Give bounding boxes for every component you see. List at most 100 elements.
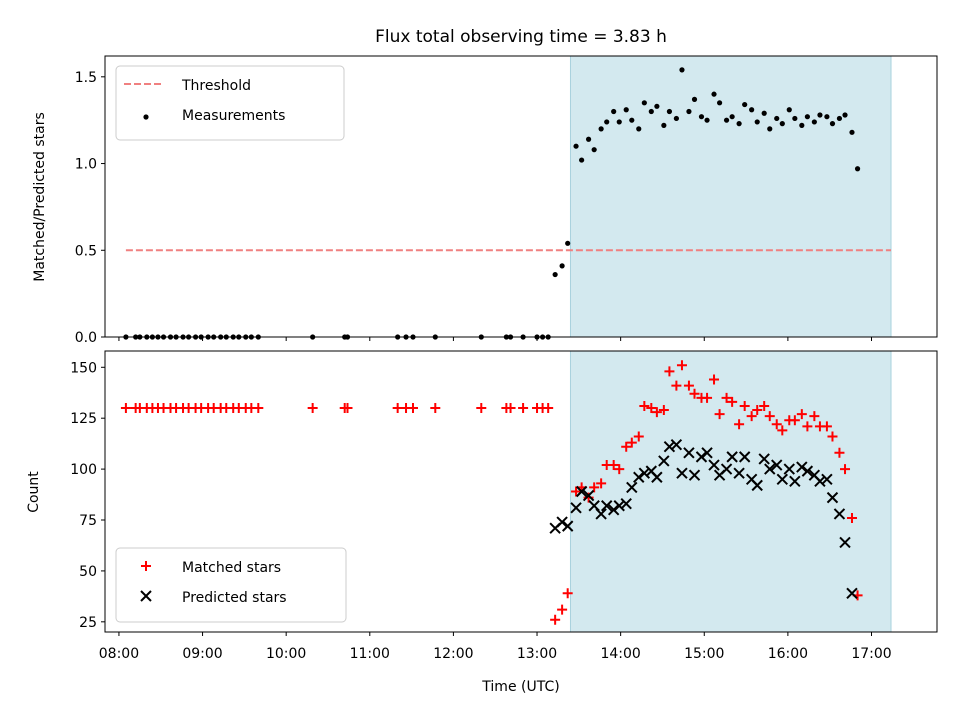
data-point: [709, 374, 720, 385]
data-point: [633, 431, 644, 442]
data-point: [711, 91, 717, 97]
data-point: [518, 403, 529, 414]
data-point: [729, 114, 735, 120]
data-point: [683, 447, 695, 459]
data-point: [726, 451, 738, 463]
data-point: [804, 114, 810, 120]
data-point: [607, 504, 620, 516]
legend-swatch: [143, 114, 149, 120]
data-point: [407, 403, 418, 414]
data-point: [430, 403, 441, 414]
data-point: [720, 463, 733, 475]
plot-frame: [104, 350, 938, 633]
data-point: [698, 114, 705, 120]
legend-box: [115, 547, 347, 623]
data-point: [738, 451, 751, 463]
data-point: [840, 464, 851, 475]
x-tick-label: 15:00: [684, 646, 724, 662]
data-point: [802, 421, 813, 432]
data-point: [771, 419, 782, 430]
data-point: [658, 405, 669, 416]
data-point: [342, 403, 353, 414]
data-point: [565, 240, 571, 246]
data-point: [695, 451, 708, 463]
data-point: [689, 388, 700, 399]
data-point: [636, 126, 642, 132]
data-point: [663, 440, 676, 453]
data-point: [608, 460, 619, 471]
data-point: [821, 473, 833, 485]
data-point: [824, 114, 830, 120]
x-tick-label: 10:00: [266, 646, 306, 662]
data-point: [676, 467, 688, 479]
legend-label: Threshold: [181, 78, 251, 94]
y-tick-label: 25: [79, 615, 97, 631]
x-tick-label: 13:00: [517, 646, 557, 662]
data-point: [666, 108, 673, 115]
data-point: [734, 419, 745, 430]
data-point: [392, 403, 403, 414]
data-point: [476, 403, 487, 414]
data-point: [585, 136, 592, 142]
data-point: [616, 119, 622, 125]
data-point: [749, 107, 755, 113]
data-point: [601, 500, 613, 512]
data-point: [670, 438, 683, 451]
data-point: [623, 107, 629, 113]
data-point: [559, 263, 565, 269]
data-point: [556, 516, 568, 528]
data-point: [739, 400, 750, 411]
data-point: [570, 502, 582, 514]
plot-frame: [104, 55, 938, 338]
data-point: [777, 425, 788, 436]
data-point: [827, 431, 838, 442]
data-point: [846, 512, 857, 523]
data-point: [733, 467, 745, 479]
data-point: [641, 100, 647, 106]
x-tick-label: 09:00: [182, 646, 222, 662]
data-point: [801, 465, 814, 477]
data-point: [776, 473, 789, 485]
data-point: [829, 121, 836, 127]
data-point: [796, 409, 807, 420]
y-tick-label: 50: [79, 564, 97, 580]
data-point: [754, 119, 760, 125]
data-point: [752, 405, 763, 416]
y-tick-label: 1.5: [75, 70, 97, 86]
data-point: [708, 459, 720, 471]
data-point: [550, 614, 561, 625]
legend-label: Matched stars: [182, 560, 281, 576]
x-tick-label: 08:00: [99, 646, 139, 662]
data-point: [307, 403, 318, 414]
data-point: [613, 500, 625, 512]
data-point: [814, 475, 826, 488]
data-point: [721, 392, 732, 403]
data-point: [646, 403, 657, 414]
y-tick-label: 75: [79, 513, 97, 529]
data-point: [673, 115, 679, 122]
data-point: [651, 471, 663, 483]
data-point: [651, 407, 662, 418]
data-point: [505, 403, 516, 414]
data-point: [701, 447, 713, 459]
data-point: [676, 360, 687, 371]
data-point: [842, 112, 848, 118]
legend: Threshold Measurements: [115, 65, 345, 141]
data-point: [561, 520, 574, 532]
legend-box: [115, 65, 345, 141]
data-point: [736, 121, 742, 127]
data-point: [846, 587, 858, 600]
data-point: [786, 107, 792, 113]
data-point: [811, 119, 817, 125]
legend-swatch: [141, 561, 151, 571]
data-point: [789, 415, 800, 426]
data-point: [654, 103, 660, 109]
data-point: [746, 411, 757, 422]
data-point: [671, 380, 682, 391]
data-point: [691, 96, 698, 102]
data-point: [723, 117, 730, 123]
ratio-panel-ylabel: Matched/Predicted stars: [32, 112, 48, 282]
data-point: [579, 157, 585, 163]
y-tick-label: 0.5: [75, 243, 97, 259]
